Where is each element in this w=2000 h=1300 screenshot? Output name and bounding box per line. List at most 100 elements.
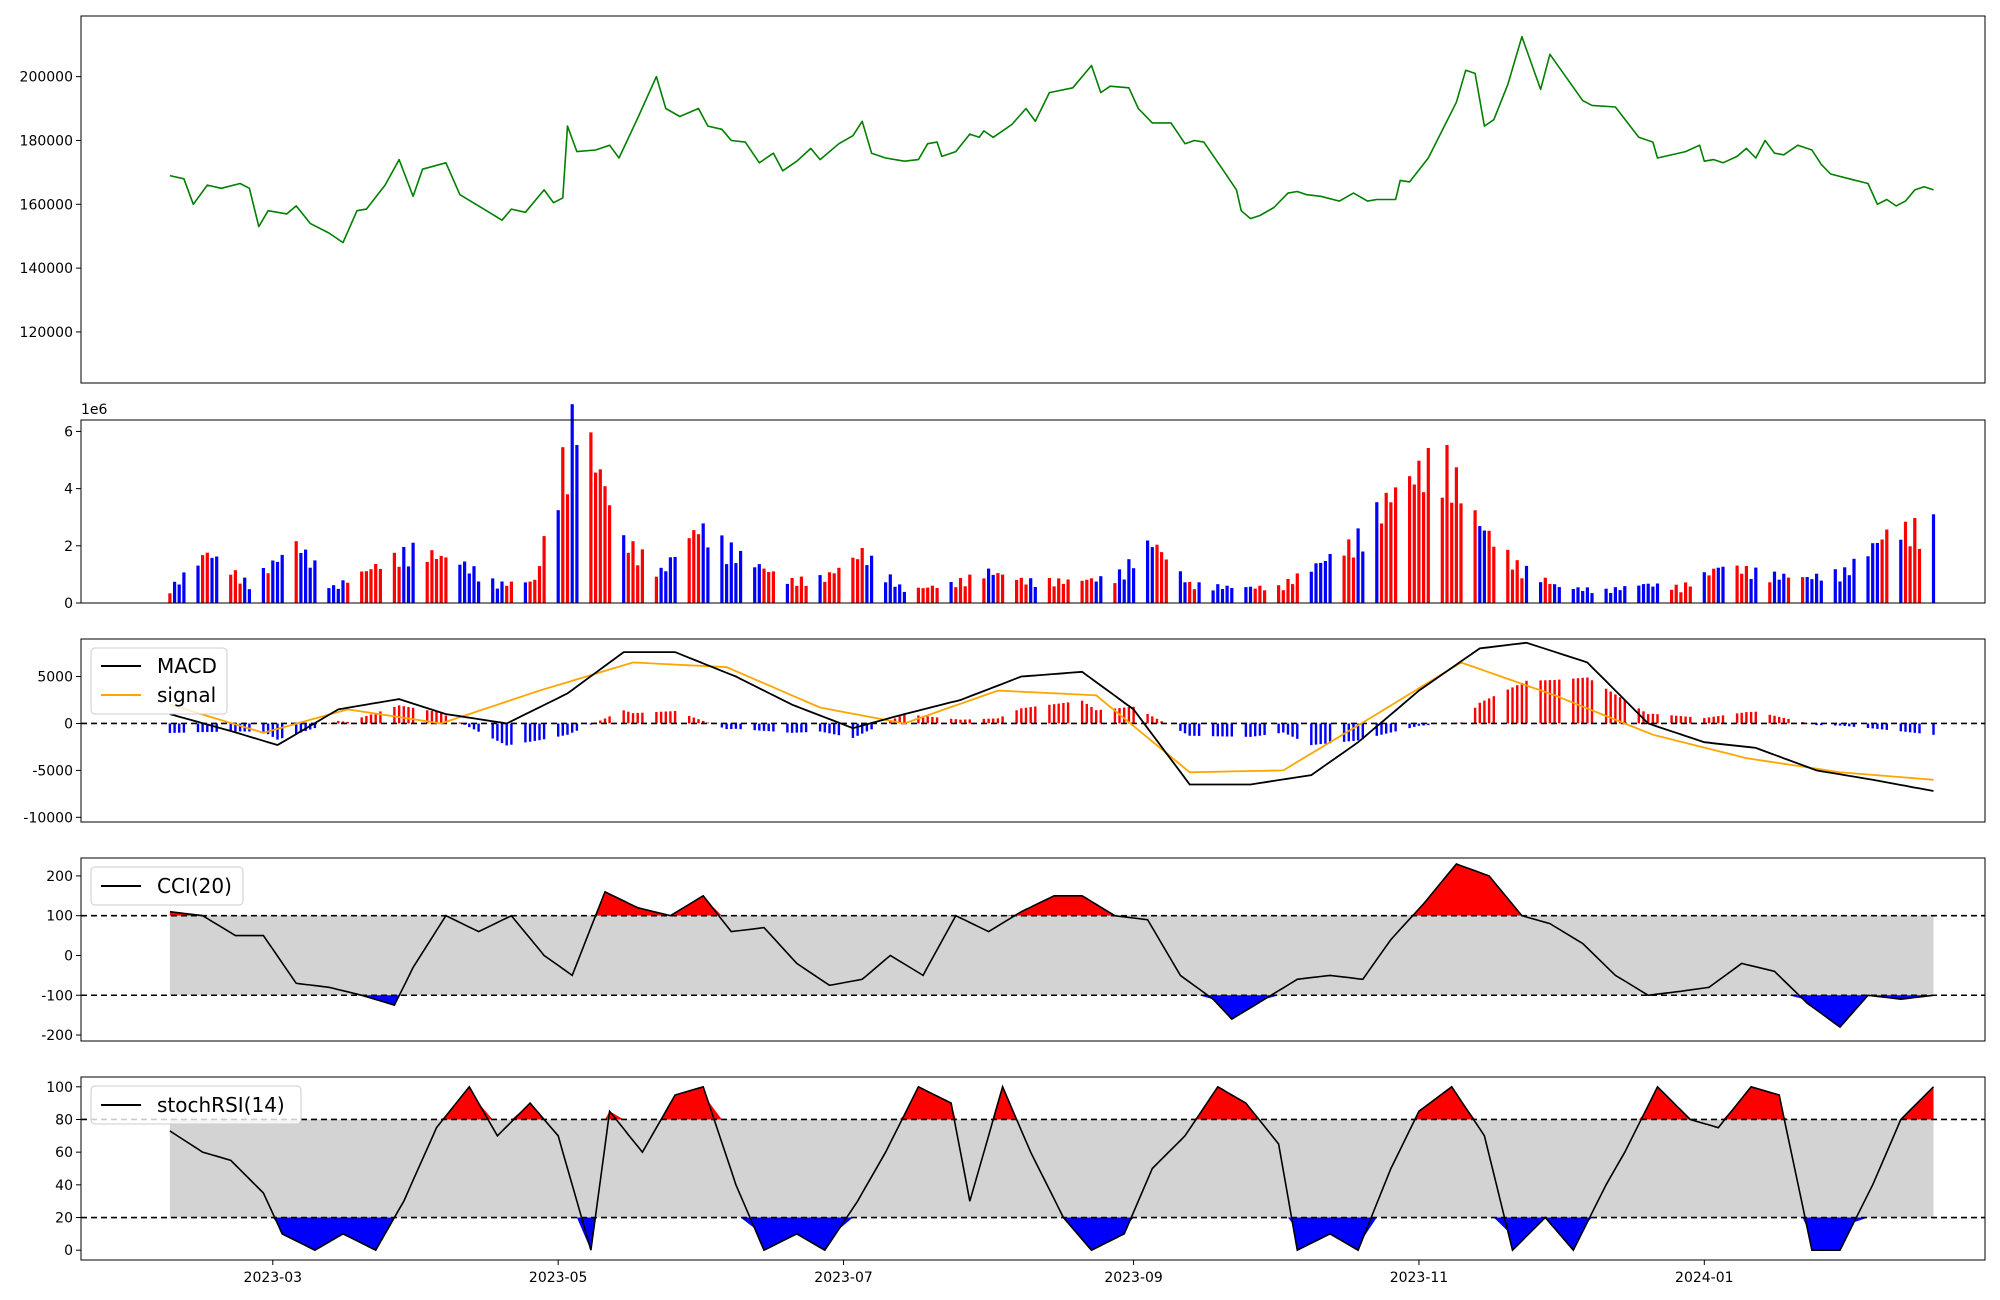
- y-tick-label: 4: [64, 482, 73, 498]
- volume-bar: [378, 568, 382, 603]
- volume-bar: [1618, 590, 1622, 603]
- y-tick-label: 6: [64, 424, 73, 440]
- signal-line: [169, 661, 1934, 781]
- macd-histogram-bar: [1918, 723, 1921, 734]
- macd-histogram-bar: [1609, 691, 1612, 724]
- macd-histogram-bar: [369, 714, 373, 724]
- volume-bar: [1931, 514, 1936, 603]
- volume-bar: [299, 553, 303, 603]
- panel-frame: [80, 419, 1986, 604]
- macd-histogram-bar: [1651, 713, 1655, 724]
- volume-bar: [1646, 583, 1650, 603]
- macd-histogram-bar: [903, 714, 906, 724]
- macd-histogram-bar: [603, 718, 607, 724]
- macd-histogram-bar: [1843, 723, 1846, 726]
- volume-bar: [247, 589, 251, 603]
- volume-bar: [1754, 567, 1758, 603]
- macd-histogram-bar: [1754, 711, 1757, 724]
- volume-bar: [762, 568, 766, 603]
- macd-histogram-bar: [1558, 679, 1561, 724]
- volume-bar: [701, 523, 705, 603]
- volume-bar: [1319, 562, 1323, 603]
- macd-histogram-bar: [1427, 723, 1430, 726]
- volume-bar: [1473, 510, 1477, 603]
- volume-bar: [1052, 586, 1056, 603]
- y-tick-label: -5000: [32, 763, 73, 779]
- macd-histogram-bar: [1020, 708, 1023, 724]
- macd-histogram-bar: [921, 716, 925, 724]
- volume-bar: [1702, 572, 1706, 603]
- volume-bar: [1024, 584, 1028, 603]
- volume-bar: [1651, 586, 1655, 603]
- macd-histogram-bar: [627, 711, 630, 724]
- macd-histogram-bar: [1913, 723, 1916, 733]
- volume-bar: [1019, 577, 1023, 603]
- macd-histogram-bar: [1880, 723, 1884, 730]
- volume-offset-label: 1e6: [81, 402, 108, 418]
- volume-bar: [963, 586, 967, 603]
- cci-overbought-fill: [169, 864, 1934, 916]
- macd-histogram-bar: [1342, 723, 1346, 742]
- volume-bar: [210, 557, 214, 603]
- macd-histogram-bar: [1422, 723, 1425, 726]
- macd-histogram-bar: [510, 723, 513, 745]
- macd-histogram-bar: [299, 723, 303, 733]
- macd-histogram-bar: [1417, 723, 1421, 726]
- macd-histogram-bar: [772, 723, 775, 732]
- macd-histogram-bar: [1572, 678, 1575, 724]
- macd-histogram-bar: [295, 723, 298, 734]
- volume-bar: [1309, 571, 1313, 603]
- macd-histogram-bar: [1838, 723, 1842, 726]
- volume-bar: [753, 567, 757, 603]
- macd-histogram-bar: [1487, 698, 1491, 724]
- macd-histogram-bar: [210, 723, 214, 732]
- volume-bar: [1216, 584, 1220, 603]
- volume-bar: [1211, 590, 1215, 603]
- volume-bar: [1230, 588, 1234, 603]
- macd-histogram-bar: [692, 717, 695, 724]
- macd-histogram-bar: [1721, 715, 1725, 724]
- macd-histogram-bar: [856, 723, 859, 736]
- volume-bar: [1323, 561, 1327, 603]
- macd-histogram-bar: [1062, 703, 1065, 724]
- volume-bar: [1183, 582, 1187, 603]
- volume-bar: [168, 593, 172, 603]
- volume-bar: [1132, 568, 1136, 603]
- volume-bar: [954, 587, 958, 603]
- macd-histogram-bar: [688, 716, 691, 724]
- macd-histogram-bar: [201, 723, 204, 733]
- volume-bar: [804, 585, 808, 603]
- volume-bar: [308, 567, 312, 603]
- volume-bar: [1220, 589, 1225, 603]
- macd-histogram-bar: [861, 723, 864, 734]
- volume-bar: [196, 565, 200, 603]
- volume-bar: [229, 574, 233, 603]
- volume-bar: [1057, 578, 1061, 603]
- y-tick-label: 200000: [20, 70, 73, 86]
- macd-histogram-bar: [1211, 723, 1215, 737]
- macd-histogram-bar: [1095, 710, 1098, 724]
- macd-histogram-bar: [706, 722, 710, 724]
- volume-bar: [1684, 582, 1688, 603]
- macd-histogram-bar: [1553, 680, 1556, 724]
- x-tick-label: 2023-03: [244, 1270, 303, 1286]
- x-tick-label: 2023-07: [814, 1270, 873, 1286]
- volume-bar: [1375, 502, 1379, 603]
- macd-histogram-bar: [1155, 718, 1159, 724]
- volume-bar: [1637, 585, 1641, 603]
- volume-bar: [1655, 583, 1660, 603]
- volume-bar: [1885, 529, 1889, 603]
- volume-bar: [1712, 568, 1716, 603]
- macd-histogram-bar: [1506, 689, 1509, 724]
- volume-bar: [1197, 582, 1201, 603]
- macd-histogram-bar: [1221, 723, 1224, 737]
- macd-histogram-bar: [725, 723, 728, 730]
- volume-bar: [1670, 589, 1674, 603]
- volume-bar: [729, 542, 733, 603]
- macd-histogram-bar: [1908, 723, 1912, 733]
- macd-histogram-bar: [1703, 718, 1706, 724]
- volume-bar: [1384, 492, 1388, 603]
- macd-histogram-bar: [669, 711, 672, 724]
- volume-bar: [921, 588, 925, 603]
